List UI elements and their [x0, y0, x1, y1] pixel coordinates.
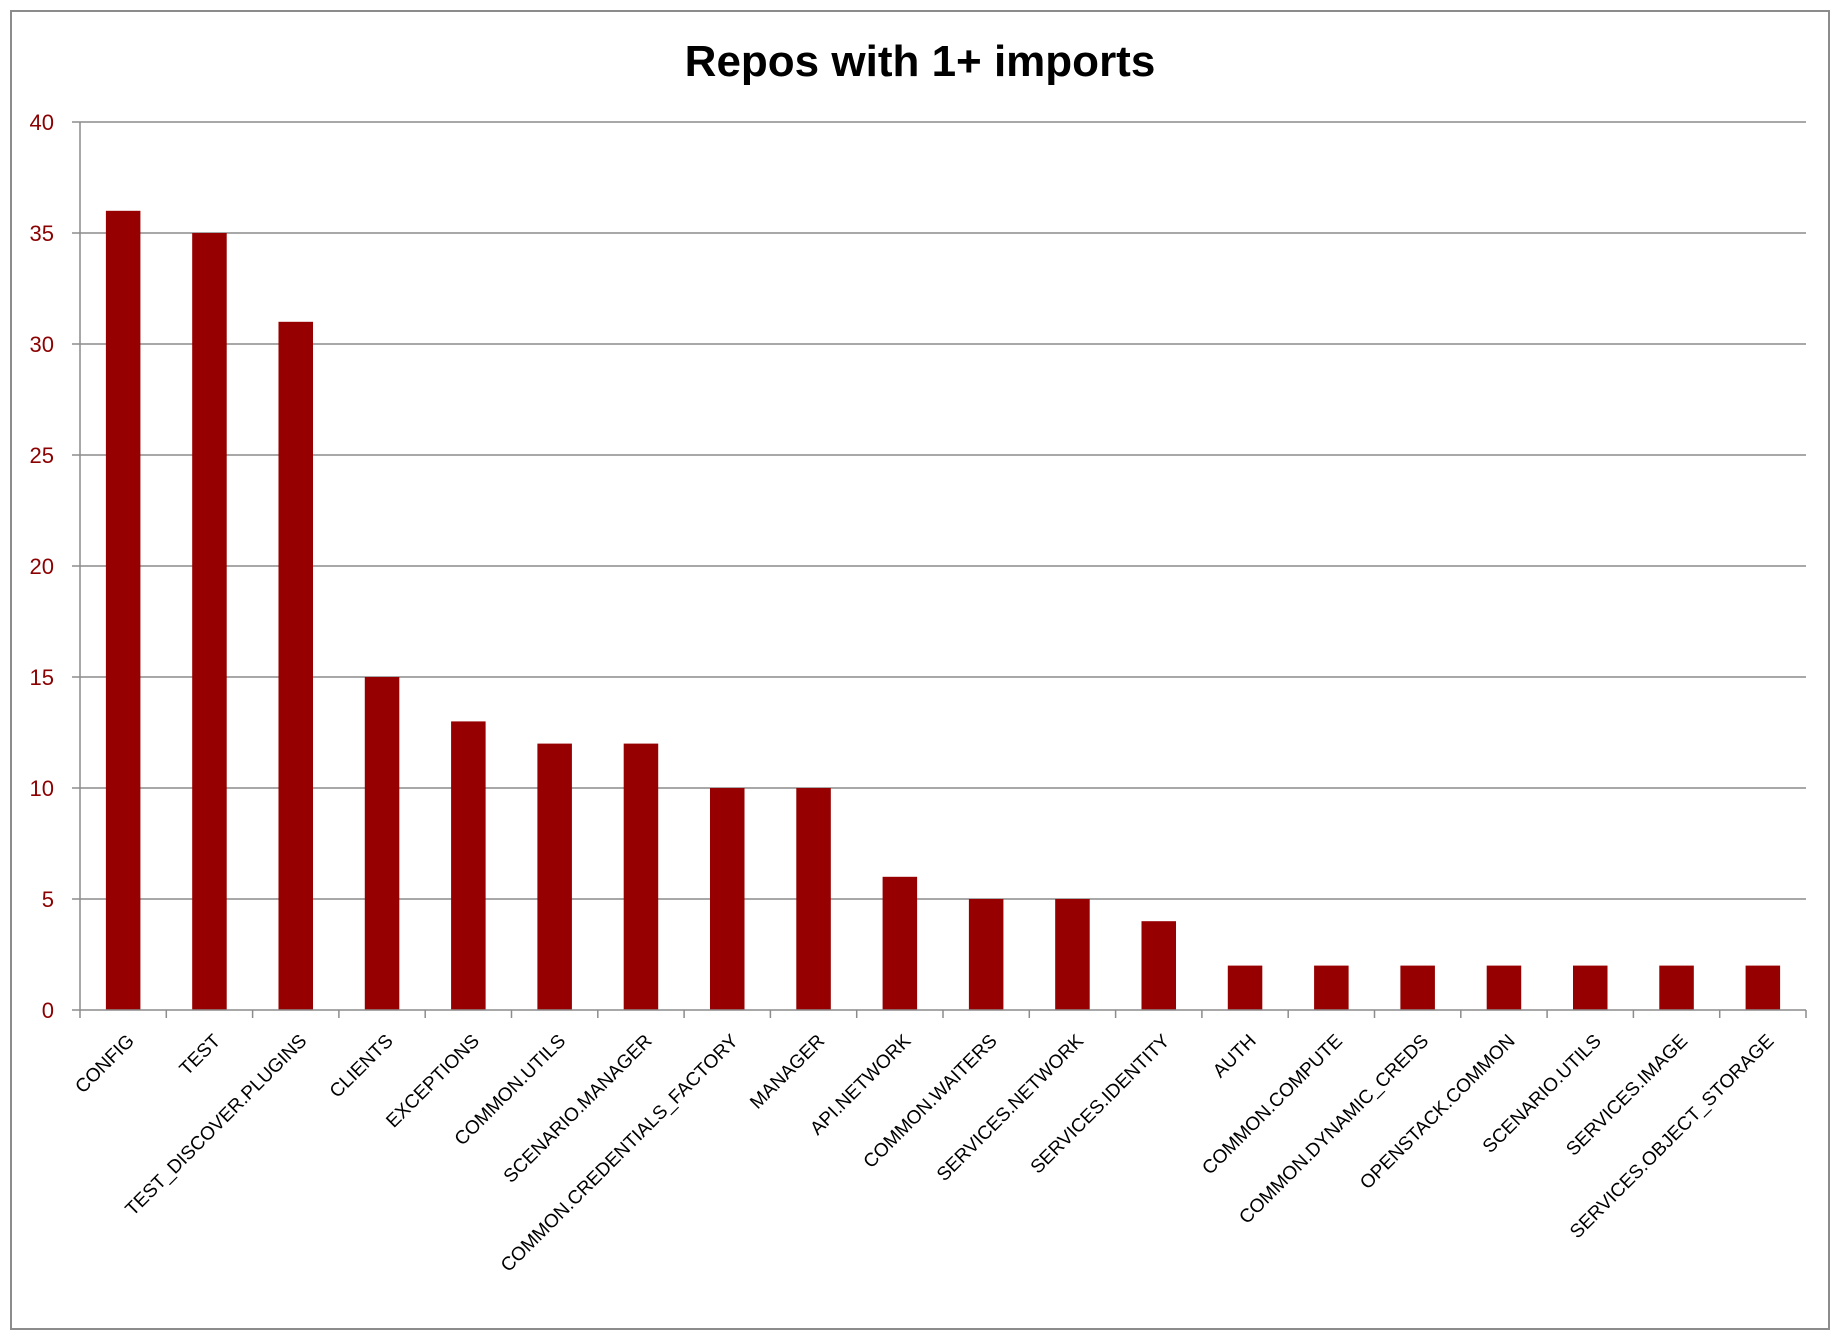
bar-services-image [1659, 965, 1694, 1010]
y-tick-label: 30 [30, 332, 54, 357]
y-tick-label: 20 [30, 554, 54, 579]
y-axis-ticks: 0 5 10 15 20 25 30 35 40 [30, 110, 80, 1023]
bar-common-dynamic-creds [1400, 965, 1435, 1010]
bar-common-compute [1314, 965, 1349, 1010]
x-tick-label: SERVICES.IDENTITY [1027, 1030, 1175, 1178]
x-tick-label: AUTH [1209, 1031, 1260, 1082]
bar-scenario-manager [623, 743, 659, 1010]
bar-test-discover-plugins [278, 321, 314, 1010]
x-tick-label: COMMON.DYNAMIC_CREDS [1235, 1031, 1433, 1229]
bar-test [192, 233, 227, 1010]
y-tick-label: 15 [30, 665, 54, 690]
bar-common-credentials-factory [709, 788, 745, 1010]
bar-common-waiters [968, 899, 1004, 1010]
x-tick-label: CLIENTS [326, 1031, 398, 1103]
chart-title: Repos with 1+ imports [685, 37, 1156, 86]
x-tick-label: CONFIG [72, 1031, 139, 1098]
x-tick-label: SERVICES.NETWORK [933, 1030, 1088, 1185]
x-tick-label: SCENARIO.MANAGER [500, 1031, 657, 1188]
x-tick-label: COMMON.COMPUTE [1198, 1031, 1346, 1179]
bar-services-identity [1141, 921, 1177, 1010]
bar-exceptions [451, 721, 486, 1010]
y-tick-label: 35 [30, 221, 54, 246]
y-tick-label: 0 [42, 998, 54, 1023]
bar-openstack-common [1486, 965, 1522, 1010]
x-tick-label: OPENSTACK.COMMON [1356, 1031, 1519, 1194]
bar-scenario-utils [1572, 965, 1608, 1010]
y-tick-label: 5 [42, 887, 54, 912]
axes [79, 122, 1807, 1018]
x-tick-label: TEST [176, 1030, 225, 1079]
bars [105, 210, 1781, 1011]
chart-frame [10, 10, 1830, 1330]
bar-services-object-storage [1745, 965, 1781, 1010]
bar-api-network [882, 876, 918, 1010]
bar-manager [796, 788, 831, 1010]
bar-config [105, 210, 141, 1011]
y-tick-label: 10 [30, 776, 54, 801]
x-tick-label: TEST_DISCOVER.PLUGINS [122, 1031, 312, 1221]
y-tick-label: 25 [30, 443, 54, 468]
bar-auth [1227, 965, 1263, 1010]
bar-clients [364, 677, 400, 1010]
gridlines [80, 121, 1806, 900]
bar-common-utils [537, 743, 572, 1010]
x-tick-label: MANAGER [746, 1031, 829, 1114]
y-tick-label: 40 [30, 110, 54, 135]
bar-services-network [1055, 899, 1090, 1010]
